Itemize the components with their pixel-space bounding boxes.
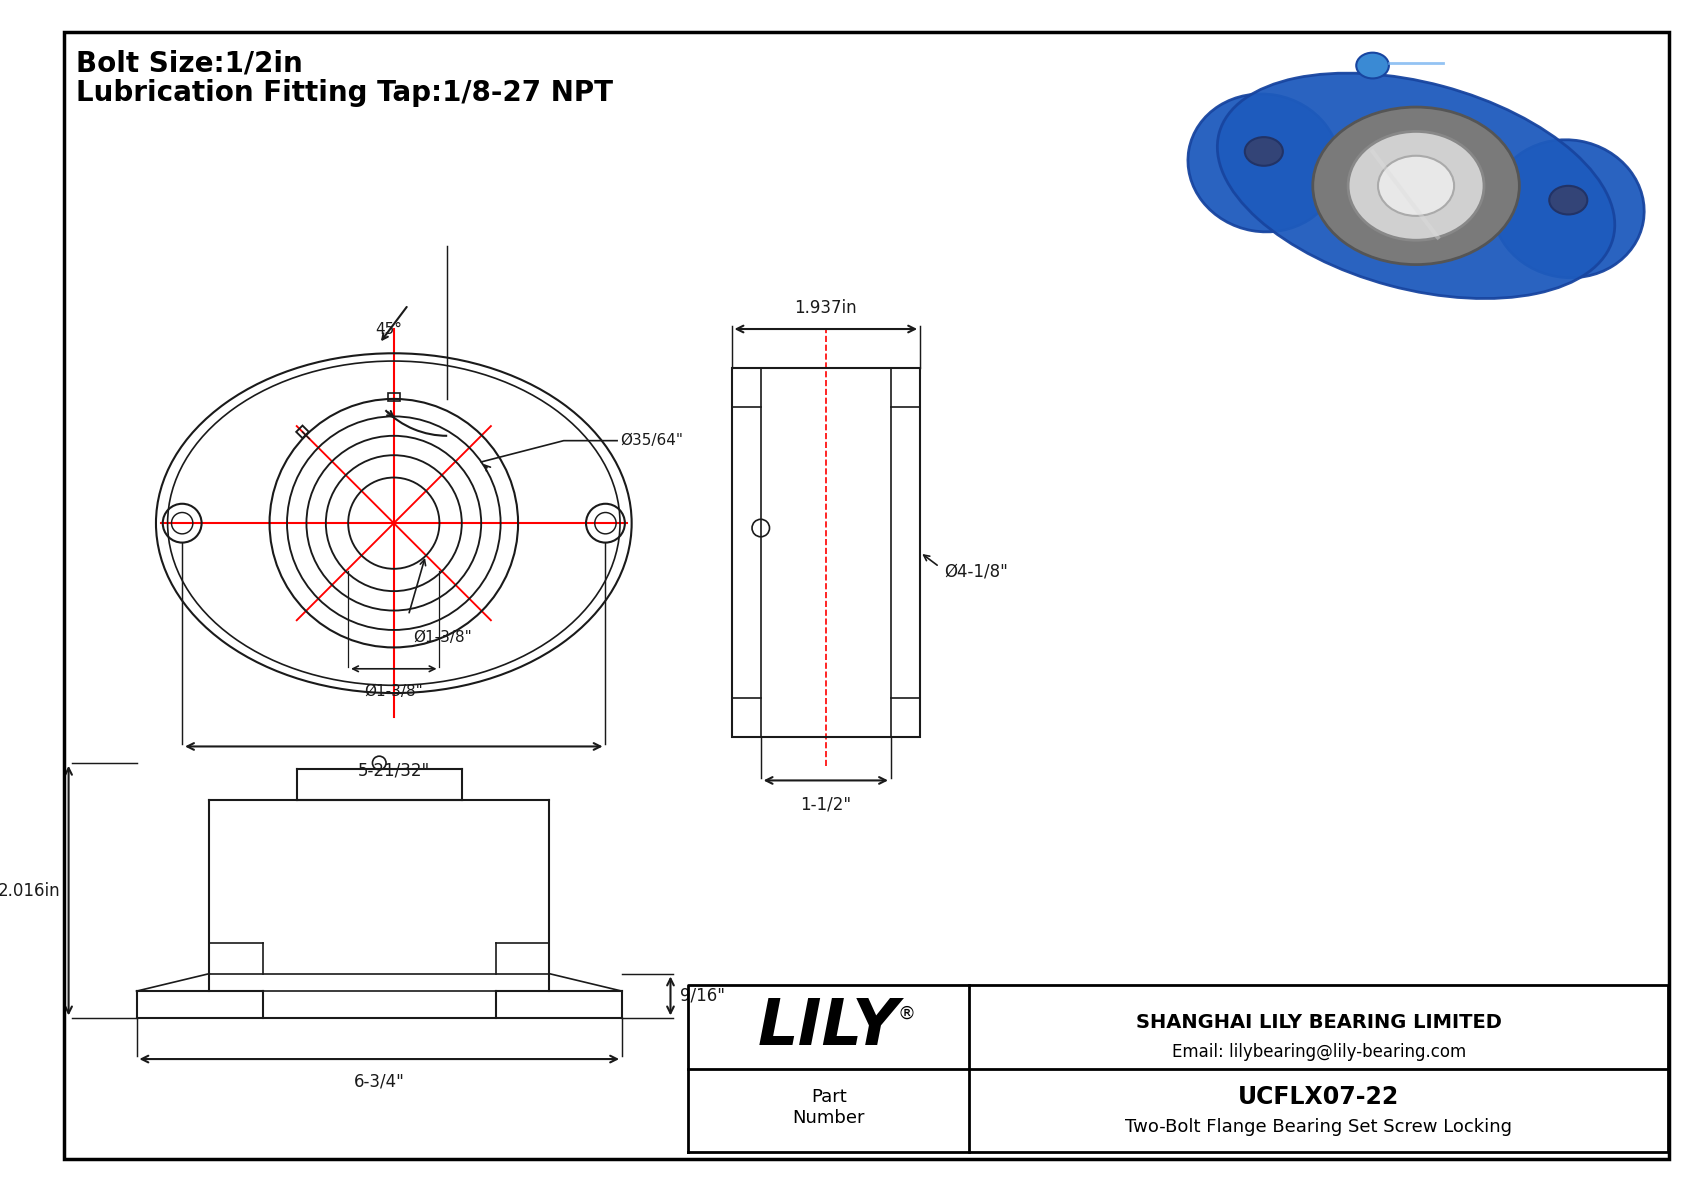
Text: 9/16": 9/16" bbox=[680, 987, 726, 1005]
Text: Ø35/64": Ø35/64" bbox=[620, 434, 684, 448]
Ellipse shape bbox=[1218, 73, 1615, 299]
Ellipse shape bbox=[1349, 131, 1484, 241]
Text: Email: lilybearing@lily-bearing.com: Email: lilybearing@lily-bearing.com bbox=[1172, 1043, 1467, 1061]
Text: 2.016in: 2.016in bbox=[0, 881, 61, 899]
Ellipse shape bbox=[1378, 156, 1453, 216]
Text: Ø4-1/8": Ø4-1/8" bbox=[945, 562, 1009, 581]
Text: Bolt Size:1/2in: Bolt Size:1/2in bbox=[76, 49, 303, 77]
Text: Part
Number: Part Number bbox=[793, 1087, 866, 1127]
Text: Ø1-3/8": Ø1-3/8" bbox=[413, 630, 472, 646]
Text: SHANGHAI LILY BEARING LIMITED: SHANGHAI LILY BEARING LIMITED bbox=[1137, 1012, 1502, 1031]
Ellipse shape bbox=[1356, 52, 1389, 79]
Text: 5-21/32": 5-21/32" bbox=[357, 762, 429, 780]
Ellipse shape bbox=[1244, 137, 1283, 166]
Text: ®: ® bbox=[898, 1005, 916, 1023]
Ellipse shape bbox=[1314, 107, 1519, 264]
Text: 6-3/4": 6-3/4" bbox=[354, 1073, 404, 1091]
Text: Ø1-3/8": Ø1-3/8" bbox=[364, 685, 423, 699]
Text: 1.937in: 1.937in bbox=[795, 299, 857, 317]
Text: Two-Bolt Flange Bearing Set Screw Locking: Two-Bolt Flange Bearing Set Screw Lockin… bbox=[1125, 1118, 1512, 1136]
Ellipse shape bbox=[1549, 186, 1588, 214]
Text: Lubrication Fitting Tap:1/8-27 NPT: Lubrication Fitting Tap:1/8-27 NPT bbox=[76, 79, 613, 106]
Text: UCFLX07-22: UCFLX07-22 bbox=[1238, 1085, 1399, 1109]
Ellipse shape bbox=[1187, 94, 1340, 232]
Text: 45°: 45° bbox=[376, 322, 402, 337]
Text: LILY: LILY bbox=[758, 996, 899, 1058]
Text: 1-1/2": 1-1/2" bbox=[800, 796, 852, 813]
Ellipse shape bbox=[1492, 139, 1644, 278]
